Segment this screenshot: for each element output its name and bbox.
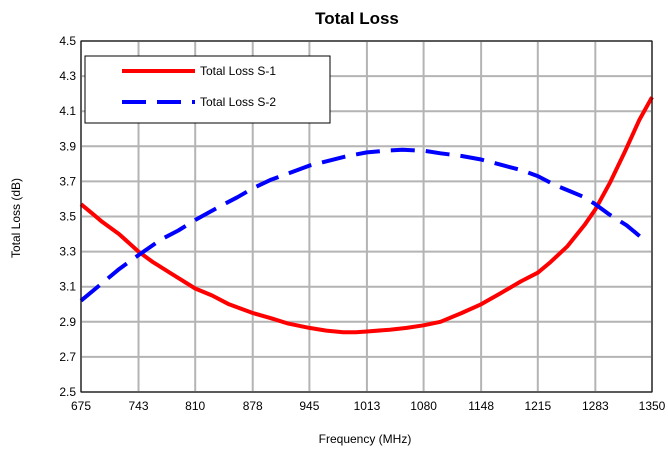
y-tick-label: 3.3 bbox=[59, 245, 76, 259]
x-axis-label: Frequency (MHz) bbox=[319, 432, 412, 446]
x-tick-label: 1013 bbox=[354, 399, 381, 413]
x-tick-label: 945 bbox=[299, 399, 319, 413]
x-tick-label: 1283 bbox=[582, 399, 609, 413]
x-tick-label: 675 bbox=[71, 399, 91, 413]
x-tick-label: 1148 bbox=[468, 399, 494, 413]
y-axis-label: Total Loss (dB) bbox=[9, 178, 23, 258]
legend-box bbox=[84, 55, 331, 124]
series-line-s1 bbox=[79, 96, 654, 335]
x-tick-label: 1350 bbox=[639, 399, 666, 413]
y-tick-label: 3.7 bbox=[59, 174, 76, 188]
x-tick-label: 878 bbox=[243, 399, 263, 413]
y-tick-label: 4.3 bbox=[59, 69, 76, 83]
chart-title: Total Loss bbox=[315, 9, 399, 28]
legend-label-s1: Total Loss S-1 bbox=[200, 64, 276, 78]
y-tick-label: 2.5 bbox=[59, 385, 76, 399]
y-tick-label: 3.9 bbox=[59, 139, 76, 153]
plot-frame bbox=[80, 40, 653, 393]
x-tick-label: 1080 bbox=[410, 399, 437, 413]
legend-label-s2: Total Loss S-2 bbox=[200, 95, 276, 109]
y-tick-label: 2.7 bbox=[59, 350, 76, 364]
y-tick-label: 4.5 bbox=[59, 34, 76, 48]
series-line-s2 bbox=[79, 147, 645, 303]
y-tick-label: 2.9 bbox=[59, 315, 76, 329]
x-tick-label: 810 bbox=[185, 399, 205, 413]
y-tick-label: 4.1 bbox=[59, 104, 76, 118]
y-tick-label: 3.5 bbox=[59, 210, 76, 224]
y-tick-labels: 2.5 2.7 2.9 3.1 3.3 3.5 3.7 3.9 4.1 4.3 4.5 bbox=[59, 34, 76, 399]
legend: Total Loss S-1 Total Loss S-2 bbox=[84, 55, 331, 124]
y-tick-label: 3.1 bbox=[59, 280, 76, 294]
series-layer bbox=[79, 96, 654, 335]
x-tick-labels: 675 743 810 878 945 1013 1080 1148 1215 1283 1350 bbox=[71, 399, 666, 413]
x-tick-label: 1215 bbox=[524, 399, 551, 413]
x-tick-label: 743 bbox=[129, 399, 149, 413]
